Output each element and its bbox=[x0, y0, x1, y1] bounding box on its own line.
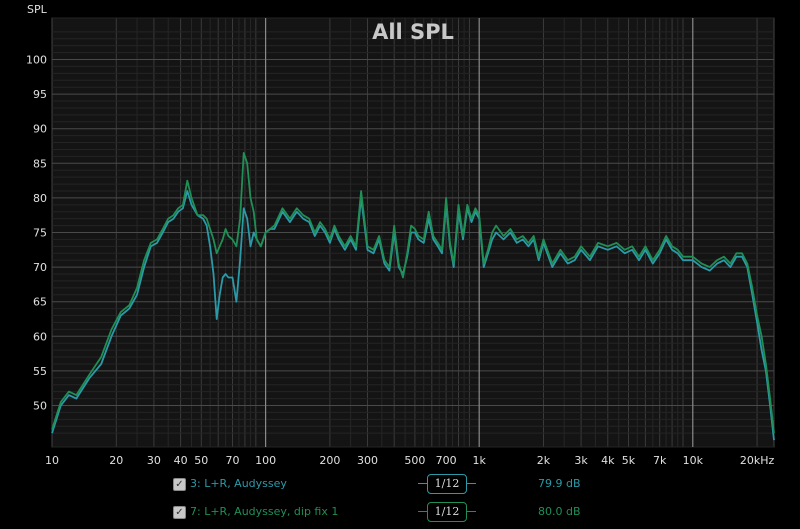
series-1-checkbox[interactable]: ✓ bbox=[173, 478, 186, 491]
x-tick-label: 20kHz bbox=[740, 454, 775, 467]
x-tick-label: 4k bbox=[601, 454, 615, 467]
y-tick-label: 85 bbox=[33, 157, 47, 170]
y-tick-label: 100 bbox=[26, 54, 47, 67]
y-tick-label: 50 bbox=[33, 399, 47, 412]
x-tick-label: 1k bbox=[473, 454, 487, 467]
series-1-smoothing-value[interactable]: 1/12 bbox=[427, 474, 467, 494]
y-tick-label: 60 bbox=[33, 330, 47, 343]
spl-chart: 50 55 60 65 70 75 80 85 90 95 100 10 20 30 40 50 70 100 2… bbox=[26, 3, 775, 467]
x-tick-label: 10 bbox=[45, 454, 59, 467]
x-tick-label: 3k bbox=[574, 454, 588, 467]
x-tick-label: 7k bbox=[653, 454, 667, 467]
y-tick-label: 55 bbox=[33, 365, 47, 378]
x-tick-label: 30 bbox=[147, 454, 161, 467]
series-2-label: 7: L+R, Audyssey, dip fix 1 bbox=[190, 505, 339, 518]
y-tick-label: 70 bbox=[33, 261, 47, 274]
y-tick-label: 75 bbox=[33, 227, 47, 240]
y-axis-label: SPL bbox=[27, 3, 48, 16]
x-tick-label: 700 bbox=[436, 454, 457, 467]
series-1-value: 79.9 dB bbox=[538, 477, 581, 490]
series-2-smoothing-control[interactable]: 1/12 bbox=[418, 501, 476, 523]
series-line-2 bbox=[51, 152, 775, 434]
x-tick-label: 5k bbox=[622, 454, 636, 467]
series-1-label: 3: L+R, Audyssey bbox=[190, 477, 287, 490]
x-tick-label: 10k bbox=[683, 454, 704, 467]
series-2-checkbox[interactable]: ✓ bbox=[173, 506, 186, 519]
x-tick-label: 50 bbox=[194, 454, 208, 467]
x-tick-label: 20 bbox=[109, 454, 123, 467]
series-2-value: 80.0 dB bbox=[538, 505, 581, 518]
x-tick-label: 200 bbox=[319, 454, 340, 467]
x-tick-label: 300 bbox=[357, 454, 378, 467]
series-1-smoothing-control[interactable]: 1/12 bbox=[418, 473, 476, 495]
y-tick-label: 95 bbox=[33, 88, 47, 101]
series-2-smoothing-value[interactable]: 1/12 bbox=[427, 502, 467, 522]
legend-row-series-2: ✓ 7: L+R, Audyssey, dip fix 1 1/12 80.0 … bbox=[0, 501, 800, 525]
x-tick-label: 100 bbox=[255, 454, 276, 467]
x-tick-label: 70 bbox=[226, 454, 240, 467]
x-tick-label: 2k bbox=[537, 454, 551, 467]
chart-title: All SPL bbox=[372, 20, 454, 44]
x-tick-label: 40 bbox=[174, 454, 188, 467]
y-tick-label: 65 bbox=[33, 296, 47, 309]
x-tick-label: 500 bbox=[404, 454, 425, 467]
y-tick-label: 90 bbox=[33, 123, 47, 136]
legend-row-series-1: ✓ 3: L+R, Audyssey 1/12 79.9 dB bbox=[0, 473, 800, 497]
y-tick-label: 80 bbox=[33, 192, 47, 205]
